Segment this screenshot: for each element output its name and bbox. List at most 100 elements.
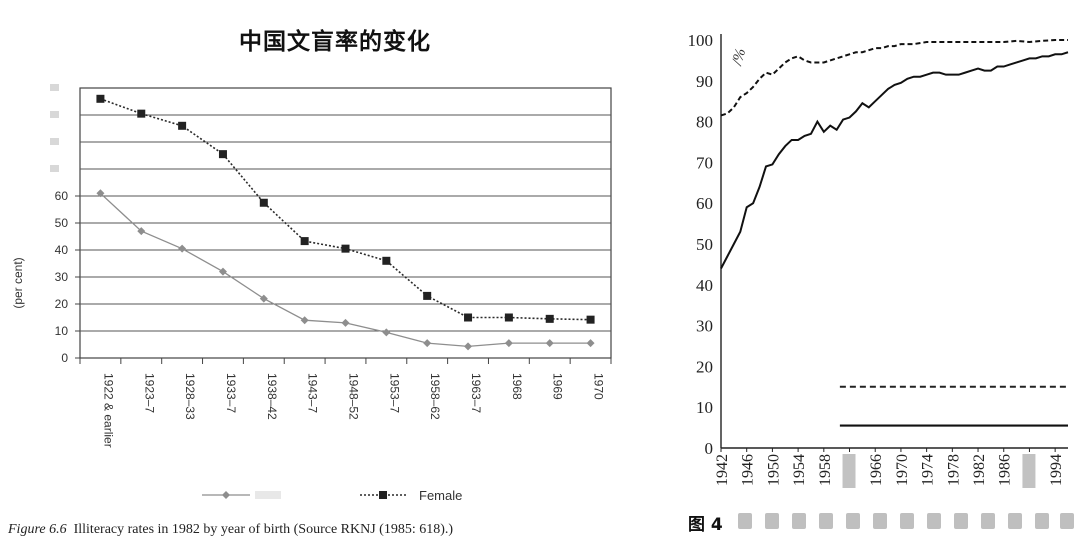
- x-tick-label: 1969: [551, 373, 565, 400]
- data-point-square: [259, 198, 268, 207]
- footer-glyph-faded: [981, 513, 995, 529]
- figure-4-label: 图 4: [688, 515, 723, 535]
- x-tick-label: 1943–7: [306, 373, 320, 413]
- x-tick-label: 1954: [791, 454, 808, 486]
- x-tick-label-faded: [1022, 454, 1036, 488]
- data-point-square: [545, 314, 554, 323]
- data-point-diamond: [259, 294, 268, 303]
- x-tick-label: 1986: [997, 454, 1014, 486]
- footer-glyph-faded: [792, 513, 806, 529]
- x-tick-label: 1982: [971, 454, 988, 486]
- data-point-diamond: [382, 328, 391, 337]
- footer-glyph-faded: [954, 513, 968, 529]
- x-tick-label: 1970: [894, 454, 911, 486]
- data-point-diamond: [341, 318, 350, 327]
- x-tick-label-faded: [842, 454, 856, 488]
- x-tick-label: 1946: [740, 454, 757, 486]
- y-axis-label: (per cent): [11, 257, 25, 308]
- y-tick-label: 30: [696, 317, 713, 336]
- figure-number: Figure 6.6: [8, 522, 67, 537]
- legend-marker-diamond: [222, 491, 230, 499]
- data-point-diamond: [545, 339, 554, 348]
- footer-glyph-faded: [1035, 513, 1049, 529]
- y-tick-label: 60: [696, 194, 713, 213]
- y-axis-unit-label: /%: [729, 47, 749, 68]
- left-line-chart: 0 10 20 30 40 50 60 (per cent) 1922 & earlier 192…: [11, 84, 612, 503]
- data-point-diamond: [137, 227, 146, 236]
- data-point-diamond: [300, 316, 309, 325]
- x-tick-label: 1978: [945, 454, 962, 486]
- x-tick-label: 1966: [868, 454, 885, 486]
- footer-glyph-faded: [738, 513, 752, 529]
- y-tick-label: 10: [55, 324, 69, 338]
- data-point-square: [423, 291, 432, 300]
- x-tick-label: 1963–7: [469, 373, 483, 413]
- data-point-square: [96, 94, 105, 103]
- x-tick-label: 1923–7: [142, 373, 156, 413]
- x-tick-label: 1953–7: [387, 373, 401, 413]
- y-tick-label: 70: [696, 153, 713, 172]
- y-tick-label: 40: [696, 276, 713, 295]
- data-point-diamond: [218, 267, 227, 276]
- y-tick-label: 60: [55, 189, 69, 203]
- x-tick-label: 1958–62: [428, 373, 442, 420]
- x-tick-label: 1958: [817, 454, 834, 486]
- data-point-square: [300, 237, 309, 246]
- x-tick-label: 1938–42: [265, 373, 279, 420]
- y-tick-label: 20: [55, 297, 69, 311]
- y-tick-label: 50: [696, 235, 713, 254]
- y-tick-label: 50: [55, 216, 69, 230]
- y-tick-label: 0: [61, 351, 68, 365]
- x-tick-label: 1933–7: [224, 373, 238, 413]
- data-point-diamond: [423, 339, 432, 348]
- x-tick-label: 1994: [1048, 454, 1065, 486]
- data-point-square: [178, 121, 187, 130]
- data-point-square: [218, 150, 227, 159]
- data-point-square: [341, 244, 350, 253]
- data-point-square: [464, 313, 473, 322]
- footer-glyph-faded: [927, 513, 941, 529]
- y-tick-label: 30: [55, 270, 69, 284]
- footer-glyph-faded: [873, 513, 887, 529]
- series-line-solid: [720, 51, 1069, 269]
- y-tick-label-faded: [50, 138, 59, 145]
- y-tick-label: 20: [696, 357, 713, 376]
- x-tick-label: 1974: [920, 454, 937, 486]
- y-tick-label: 90: [696, 72, 713, 91]
- x-tick-label: 1942: [714, 454, 731, 486]
- data-point-square: [382, 256, 391, 265]
- footer-glyph-faded: [846, 513, 860, 529]
- footer-glyph-faded: [900, 513, 914, 529]
- series-line-dashed: [720, 39, 1068, 117]
- data-point-diamond: [504, 339, 513, 348]
- data-point-diamond: [96, 189, 105, 198]
- legend-label-female: Female: [419, 488, 462, 503]
- y-tick-label-faded: [50, 84, 59, 91]
- x-tick-label: 1948–52: [347, 373, 361, 420]
- footer-glyph-faded: [1060, 513, 1074, 529]
- figure-caption: Figure 6.6 Illiteracy rates in 1982 by y…: [8, 522, 453, 538]
- data-point-square: [137, 109, 146, 118]
- y-tick-label: 80: [696, 113, 713, 132]
- y-tick-label: 0: [705, 439, 714, 458]
- data-point-square: [586, 315, 595, 324]
- x-tick-label: 1970: [592, 373, 606, 400]
- legend-marker-square: [379, 491, 387, 499]
- data-point-diamond: [464, 342, 473, 351]
- x-tick-label: 1922 & earlier: [101, 373, 115, 448]
- y-tick-label: 40: [55, 243, 69, 257]
- footer-glyph-faded: [819, 513, 833, 529]
- footer-glyph-faded: [1008, 513, 1022, 529]
- caption-text: Illiteracy rates in 1982 by year of birt…: [73, 522, 454, 537]
- y-tick-label: 10: [696, 398, 713, 417]
- data-point-diamond: [586, 339, 595, 348]
- x-tick-label: 1950: [765, 454, 782, 486]
- data-point-diamond: [178, 244, 187, 253]
- legend-label-faded: [255, 491, 281, 499]
- y-tick-label: 100: [688, 31, 714, 50]
- series-line-female: [100, 98, 591, 321]
- data-point-square: [504, 313, 513, 322]
- footer-glyph-faded: [765, 513, 779, 529]
- right-line-chart: 0 10 20 30 40 50 60 70 80 90 100 /% 1942 1946 1950 1954…: [688, 31, 1069, 488]
- x-tick-label: 1928–33: [183, 373, 197, 420]
